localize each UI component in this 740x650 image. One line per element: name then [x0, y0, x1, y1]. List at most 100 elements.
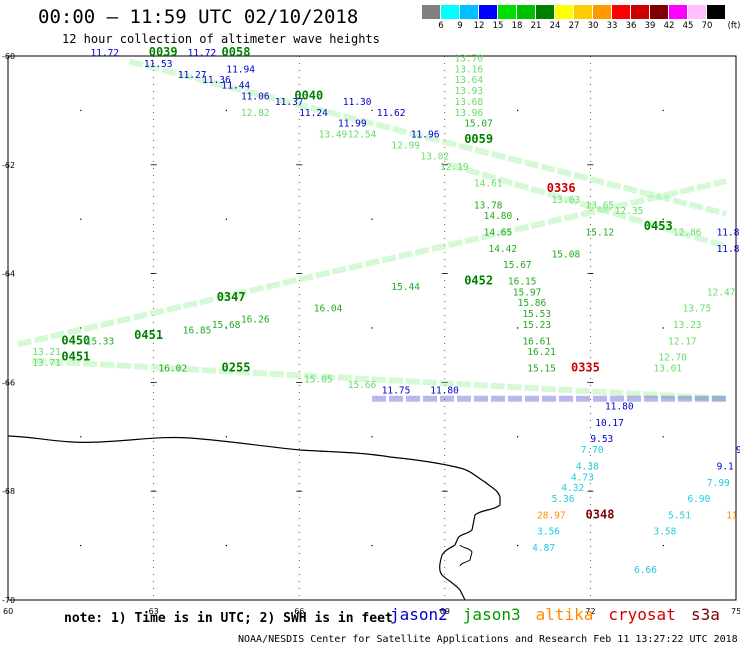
swh-value-label: 11.36 — [202, 75, 231, 86]
swh-value-label: 6.90 — [687, 494, 710, 505]
swh-value-label: 15.23 — [522, 320, 551, 331]
swh-value-label: 12.86 — [673, 228, 702, 239]
swh-value-label: 13.01 — [653, 364, 682, 375]
swh-value-label: 5.36 — [552, 494, 575, 505]
swh-value-label: 11.53 — [144, 59, 173, 70]
swh-value-label: 7.99 — [707, 478, 730, 489]
lat-tick-label: -62 — [2, 161, 15, 170]
pass-time-label: 0453 — [644, 219, 673, 233]
swh-value-label: 28.97 — [537, 510, 566, 521]
swh-value-label: 12.17 — [668, 336, 697, 347]
grid-dot — [80, 327, 82, 329]
legend-jason3: jason3 — [462, 605, 521, 624]
swh-value-label: 15.97 — [513, 287, 542, 298]
pass-time-label: 0335 — [571, 361, 600, 375]
pass-time-label: 0450 — [61, 333, 90, 347]
legend-s3a: s3a — [691, 605, 720, 624]
swh-value-label: 16.04 — [314, 304, 343, 315]
map-frame — [7, 55, 737, 601]
swh-value-label: 12.82 — [241, 108, 270, 119]
swh-value-label: 11.27 — [178, 70, 207, 81]
swh-value-label: 13.75 — [683, 304, 712, 315]
swh-value-label: 13.65 — [586, 200, 615, 211]
track-band — [32, 357, 727, 402]
swh-value-label: 5.51 — [668, 510, 691, 521]
grid-dot — [371, 544, 373, 547]
swh-value-label: 15.12 — [586, 228, 615, 239]
swh-value-label: 15.15 — [527, 364, 556, 375]
note-text: note: 1) Time is in UTC; 2) SWH is in fe… — [64, 611, 393, 626]
swh-value-label: 15.08 — [552, 249, 581, 260]
grid-dot — [80, 544, 82, 547]
grid-dot — [662, 218, 664, 220]
coastline-inlet — [459, 544, 473, 567]
grid-dot — [662, 109, 664, 112]
colorbar-label: 24 — [549, 21, 561, 31]
colorbar-swatch — [669, 5, 688, 19]
colorbar-swatch — [517, 5, 536, 19]
coastline — [7, 435, 501, 601]
swh-value-label: 16.61 — [522, 336, 551, 347]
swh-value-label: 9.53 — [590, 434, 613, 445]
swh-value-label: 15.53 — [522, 309, 551, 320]
swh-value-label: 4.73 — [571, 472, 594, 483]
swh-value-label: 11.80 — [430, 385, 459, 396]
swh-value-label: 9 — [736, 445, 740, 456]
track-band — [128, 58, 728, 217]
swh-value-label: 12.47 — [707, 287, 736, 298]
lon-tick-label: 63 — [149, 607, 159, 616]
swh-value-label: 12.70 — [658, 353, 687, 364]
lat-tick-label: -68 — [2, 487, 15, 496]
pass-time-label: 0040 — [294, 89, 323, 103]
swh-value-label: 12.35 — [615, 206, 644, 217]
colorbar-label: 70 — [701, 21, 713, 31]
colorbar-swatch — [593, 5, 612, 19]
swh-value-label: 14.80 — [484, 211, 513, 222]
swh-value-label: 11.06 — [241, 92, 270, 103]
swh-value-label: 11.72 — [91, 48, 120, 59]
grid-dot — [516, 327, 519, 329]
colorbar-label: 39 — [644, 21, 656, 31]
swh-value-label: 11.72 — [188, 48, 217, 59]
swh-value-label: 11.86 — [717, 228, 740, 239]
colorbar-label: 12 — [473, 21, 485, 31]
colorbar-label: 27 — [568, 21, 580, 31]
swh-value-label: 13.49 — [319, 130, 348, 141]
swh-value-label: 11.96 — [411, 130, 440, 141]
swh-value-label: 12.99 — [391, 140, 420, 151]
swh-value-label: 16.26 — [241, 315, 270, 326]
colorbar-label: 21 — [530, 21, 542, 31]
swh-value-label: 11.80 — [605, 402, 634, 413]
pass-time-label: 0348 — [586, 507, 615, 521]
pass-time-label: 0059 — [464, 132, 493, 146]
swh-value-label: 11.44 — [222, 81, 251, 92]
pass-time-label: 0452 — [464, 273, 493, 287]
colorbar-unit: (ft) — [727, 21, 740, 31]
swh-value-label: 11.3 — [726, 510, 740, 521]
grid-dot — [371, 436, 373, 438]
grid-dot — [80, 436, 82, 438]
grid-dot — [662, 436, 664, 438]
swh-value-label: 15.33 — [86, 336, 115, 347]
lat-tick-label: -64 — [2, 270, 15, 279]
colorbar-swatch — [498, 5, 517, 19]
swh-value-label: 15.07 — [464, 119, 493, 130]
swh-value-label: 15.66 — [348, 380, 377, 391]
grid-dot — [516, 109, 519, 112]
axis-ticks: -60 -62 -64 -66 -68 -70 60 63 66 69 72 75 — [2, 52, 740, 616]
swh-value-label: 14.61 — [474, 179, 503, 190]
swh-value-label: 4.87 — [532, 543, 555, 554]
colorbar-swatch — [574, 5, 593, 19]
grid-dot — [371, 109, 373, 112]
pass-time-label: 0336 — [547, 181, 576, 195]
grid-dot — [80, 218, 82, 220]
swh-value-label: 13.93 — [455, 86, 484, 97]
swh-value-label: 13.70 — [455, 53, 484, 64]
footer-credit: NOAA/NESDIS Center for Satellite Applica… — [238, 634, 738, 645]
swh-value-label: 12.19 — [440, 162, 469, 173]
legend-altika: altika — [535, 605, 594, 624]
grid-dot — [516, 436, 519, 438]
